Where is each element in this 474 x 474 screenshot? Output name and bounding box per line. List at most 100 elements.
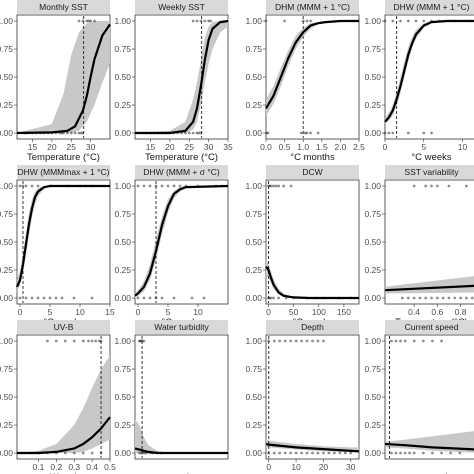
strip-title: Current speed	[405, 322, 459, 332]
panel-12: Current speed 0.00 0.25 0.50 0.75 1.00 m sec⁻¹	[364, 320, 474, 474]
y-tick-label: 1.00	[245, 16, 262, 26]
obs-point-1	[142, 184, 146, 188]
obs-point-0	[300, 451, 303, 455]
obs-point-1	[422, 19, 426, 23]
obs-point-0	[160, 296, 164, 300]
obs-point-0	[63, 451, 67, 455]
x-axis-title: m	[309, 472, 317, 474]
obs-point-0	[430, 296, 433, 300]
y-tick-label: 0.25	[364, 100, 381, 110]
ci-band	[17, 355, 110, 453]
y-tick-label: 1.00	[364, 181, 381, 191]
strip-header	[135, 0, 228, 14]
y-tick-label: 0.75	[0, 209, 13, 219]
fitted-curve	[384, 19, 474, 123]
y-tick-label: 1.00	[0, 16, 13, 26]
y-tick-label: 1.00	[0, 336, 13, 346]
obs-point-0	[190, 296, 194, 300]
strip-title: Water turbidity	[154, 322, 209, 332]
obs-point-0	[311, 451, 314, 455]
panel-3: DHM (MMM + 1 °C) 0.00 0.25 0.50 0.75 1.00 0.0 0…	[245, 0, 365, 163]
x-tick-label: 20	[165, 142, 175, 152]
y-tick-label: 0.50	[114, 72, 131, 82]
panel-border	[134, 179, 229, 305]
obs-point-1	[305, 19, 309, 23]
obs-point-1	[412, 184, 416, 188]
obs-point-0	[449, 451, 452, 455]
obs-point-0	[447, 296, 451, 300]
x-axis-title: Temperature (°C)	[27, 152, 100, 163]
obs-point-1	[209, 19, 213, 23]
strip-header	[266, 320, 359, 334]
obs-point-0	[272, 296, 275, 300]
y-tick-label: 0.00	[245, 128, 262, 138]
x-tick-label: 30	[86, 142, 96, 152]
strip-title: DHW (MMM + 1 °C)	[394, 2, 470, 12]
obs-point-0	[440, 451, 443, 455]
x-tick-label: 25	[185, 142, 195, 152]
x-tick-label: 15	[105, 307, 115, 317]
panel-border	[265, 179, 360, 305]
y-tick-label: 0.00	[114, 448, 131, 458]
fitted-curve	[265, 442, 360, 453]
obs-point-1	[465, 184, 468, 188]
y-tick-label: 0.75	[0, 364, 13, 374]
obs-point-0	[394, 451, 398, 455]
obs-point-1	[272, 184, 275, 188]
obs-point-1	[18, 184, 22, 188]
obs-point-0	[54, 296, 58, 300]
obs-point-1	[431, 339, 434, 343]
x-tick-label: 1.0	[297, 142, 309, 152]
obs-point-0	[66, 131, 69, 135]
x-tick-label: 0.2	[50, 462, 62, 472]
obs-point-1	[148, 184, 152, 188]
obs-point-1	[272, 339, 276, 343]
obs-point-1	[203, 19, 207, 23]
obs-point-0	[390, 451, 393, 455]
y-tick-label: 0.00	[364, 448, 381, 458]
y-tick-label: 0.75	[114, 364, 131, 374]
panel-8: SST variability 0.00 0.25 0.50 0.75 1.00 0.4 0.…	[364, 165, 474, 328]
y-tick-label: 1.00	[364, 16, 381, 26]
y-tick-label: 0.75	[364, 44, 381, 54]
y-tick-label: 0.50	[364, 72, 381, 82]
obs-point-1	[399, 339, 402, 343]
y-tick-label: 0.00	[0, 293, 13, 303]
y-tick-label: 0.00	[114, 293, 131, 303]
obs-point-1	[430, 184, 433, 188]
x-tick-label: 2.0	[334, 142, 346, 152]
obs-point-0	[30, 296, 34, 300]
obs-point-1	[278, 339, 282, 343]
x-tick-label: 10	[75, 307, 85, 317]
obs-point-0	[278, 451, 282, 455]
y-tick-label: 0.50	[114, 392, 131, 402]
strip-header	[385, 165, 474, 179]
obs-point-0	[316, 451, 320, 455]
obs-point-1	[87, 339, 90, 343]
obs-point-1	[289, 184, 293, 188]
obs-point-1	[414, 19, 418, 23]
y-tick-label: 0.25	[364, 420, 381, 430]
y-tick-label: 0.50	[114, 237, 131, 247]
obs-point-1	[195, 19, 199, 23]
obs-point-1	[269, 184, 273, 188]
x-tick-label: 0.0	[260, 142, 272, 152]
x-tick-label: 0	[266, 462, 271, 472]
y-tick-label: 0.25	[245, 100, 262, 110]
obs-point-1	[305, 339, 309, 343]
strip-title: DHW (MMMmax + 1 °C)	[18, 167, 110, 177]
y-tick-label: 0.75	[245, 44, 262, 54]
y-tick-label: 0.25	[0, 265, 13, 275]
y-tick-label: 1.00	[364, 336, 381, 346]
obs-point-1	[72, 339, 76, 343]
obs-point-0	[421, 451, 425, 455]
obs-point-0	[289, 451, 292, 455]
obs-point-1	[63, 339, 67, 343]
obs-point-0	[418, 296, 422, 300]
x-tick-label: 0.4	[86, 462, 98, 472]
obs-point-0	[184, 131, 187, 135]
obs-point-0	[465, 296, 468, 300]
obs-point-1	[172, 184, 176, 188]
fitted-curve	[135, 19, 229, 135]
